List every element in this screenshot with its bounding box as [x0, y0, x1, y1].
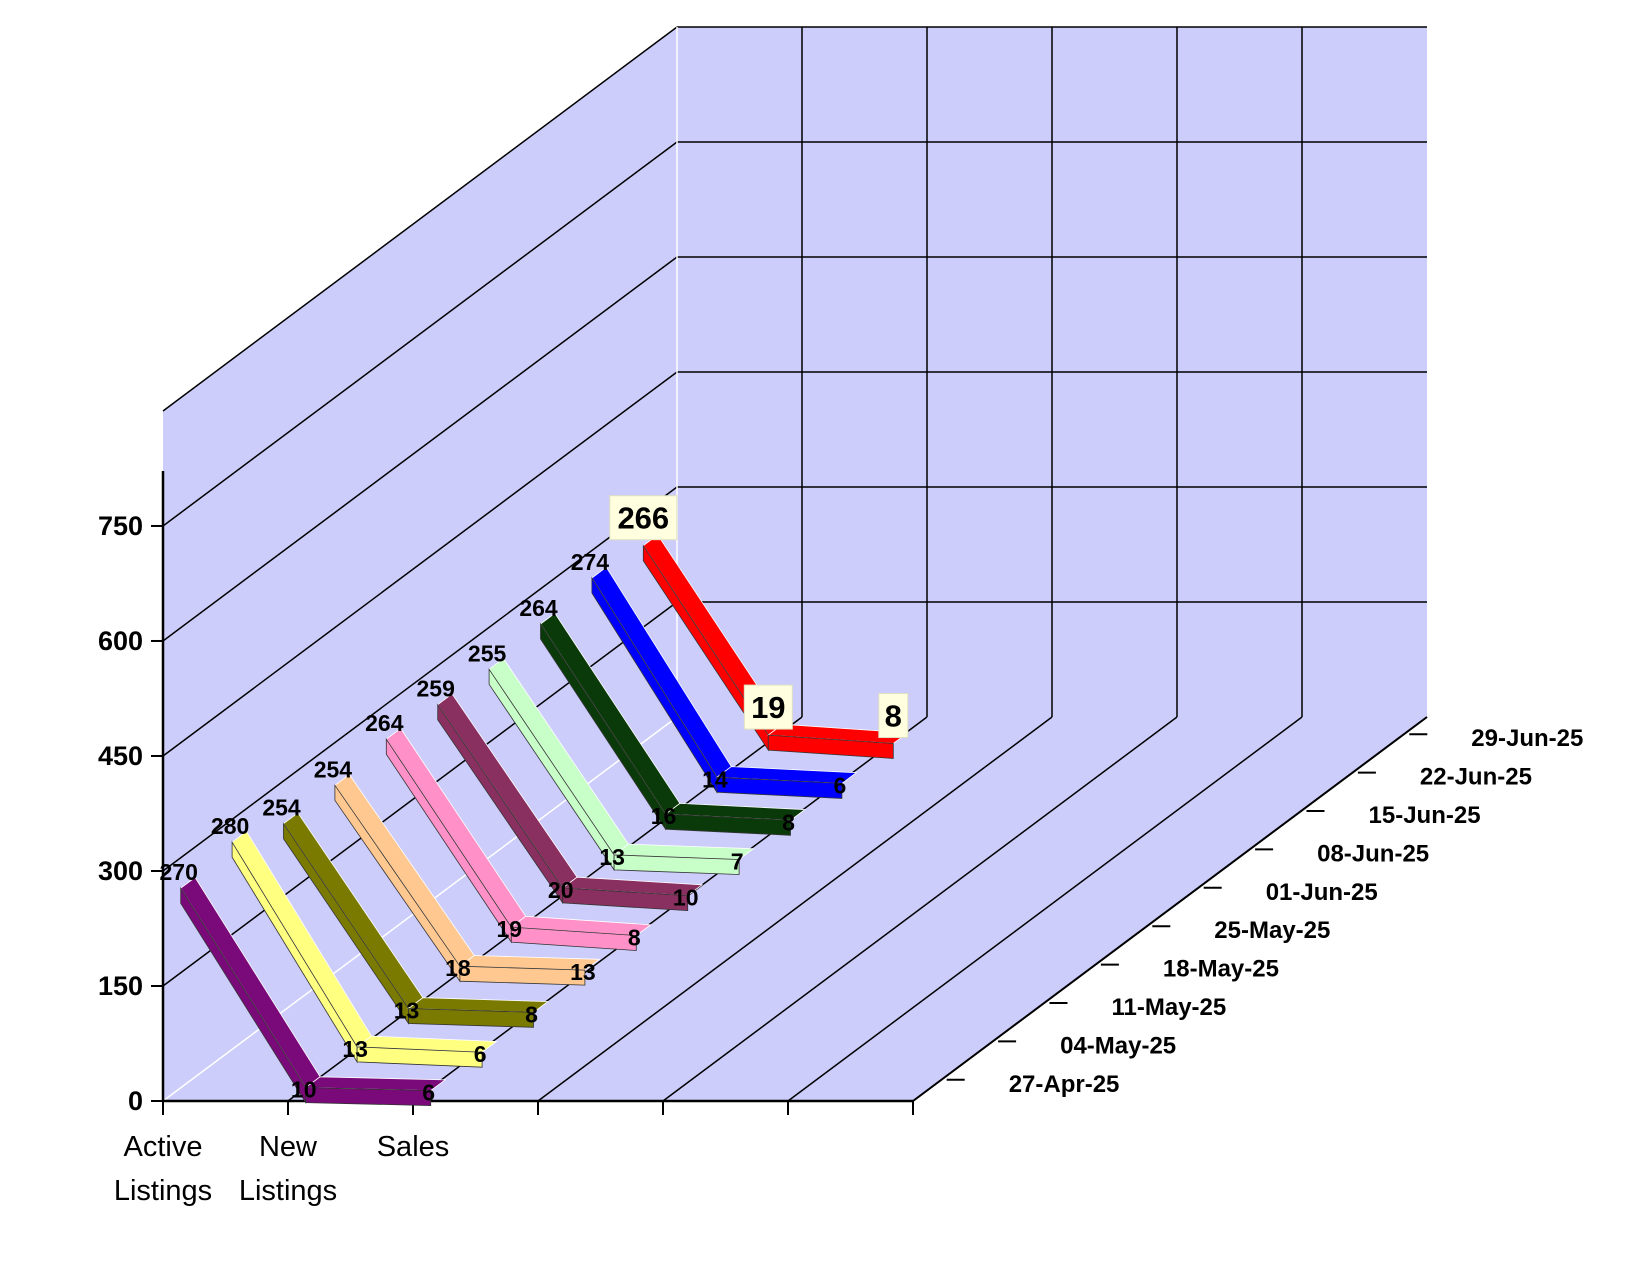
ribbon-front — [665, 813, 791, 836]
data-label: 6 — [834, 772, 847, 798]
data-label-box — [609, 495, 678, 541]
y-tick-label: 450 — [98, 741, 143, 771]
ribbon-front — [716, 776, 843, 799]
series-ribbon — [591, 566, 858, 799]
series-ribbon — [385, 727, 652, 951]
ribbon-front — [767, 734, 894, 759]
data-label: 19 — [497, 916, 523, 942]
ribbon-front — [459, 965, 586, 986]
data-label: 20 — [548, 877, 574, 903]
y-tick-label: 0 — [128, 1086, 143, 1116]
data-label-box — [743, 684, 793, 730]
series-ribbon — [282, 812, 550, 1028]
y-tick-label: 750 — [98, 511, 143, 541]
ribbon-front — [356, 1046, 483, 1068]
depth-tick-label: 18-May-25 — [1163, 956, 1279, 983]
floor-gridline — [787, 716, 1303, 1102]
series-ribbon — [539, 612, 807, 836]
data-label: 10 — [673, 885, 699, 911]
data-label: 14 — [702, 766, 728, 792]
data-label: 259 — [417, 676, 455, 702]
data-label: 13 — [599, 844, 625, 870]
ribbon-front — [613, 854, 740, 875]
data-label: 8 — [885, 699, 902, 734]
series-ribbon — [180, 876, 447, 1107]
data-label: 7 — [731, 848, 744, 874]
data-label: 16 — [651, 803, 677, 829]
left-wall-gridline — [162, 486, 678, 872]
data-label: 6 — [474, 1041, 487, 1067]
ribbon-front — [562, 887, 689, 912]
depth-tick-label: 08-Jun-25 — [1317, 840, 1429, 867]
series-ribbon — [488, 658, 755, 875]
data-label: 255 — [468, 640, 507, 666]
chart-axes: 0 150 300 450 600 750 — [98, 470, 1428, 1116]
y-tick-label: 300 — [98, 856, 143, 886]
depth-tick-label: 01-Jun-25 — [1266, 879, 1378, 906]
chart-series — [180, 534, 909, 1107]
y-tick-label: 600 — [98, 626, 143, 656]
ribbon-front — [305, 1087, 432, 1107]
data-label: 270 — [160, 859, 198, 885]
series-ribbon — [334, 773, 601, 986]
data-label: 18 — [445, 955, 471, 981]
depth-tick-label: 29-Jun-25 — [1471, 725, 1583, 752]
y-tick-label: 150 — [98, 971, 143, 1001]
chart-labels: Active Listings New Listings Sales 27-Apr-25 0… — [114, 495, 1583, 1207]
left-wall-gridline — [162, 256, 678, 642]
depth-tick-label: 22-Jun-25 — [1420, 764, 1532, 791]
data-label: 19 — [751, 690, 785, 725]
data-label: 264 — [519, 595, 558, 621]
data-label: 10 — [291, 1077, 317, 1103]
data-label: 8 — [525, 1001, 538, 1027]
data-label: 274 — [571, 549, 610, 575]
depth-tick-label: 11-May-25 — [1112, 994, 1227, 1021]
x-tick-label: New Listings — [239, 1131, 337, 1207]
data-label: 13 — [394, 997, 420, 1023]
ribbon-front — [510, 926, 637, 951]
floor-gridline — [662, 716, 1178, 1102]
floor-gridline — [537, 716, 1053, 1102]
data-label: 264 — [365, 710, 404, 736]
depth-tick-label: 15-Jun-25 — [1369, 802, 1481, 829]
x-tick-label: Active Listings — [114, 1131, 212, 1207]
series-ribbon — [437, 693, 704, 912]
x-tick-label: Sales — [377, 1131, 450, 1163]
data-label: 254 — [262, 795, 301, 821]
left-wall-gridline — [162, 141, 678, 527]
data-label: 8 — [628, 925, 641, 951]
series-ribbon — [231, 830, 498, 1068]
ribbon-front — [408, 1008, 534, 1028]
data-label: 8 — [782, 809, 795, 835]
depth-axis-line — [912, 716, 1428, 1102]
depth-tick-label: 04-May-25 — [1060, 1032, 1176, 1059]
left-wall-gridline — [162, 26, 678, 412]
data-label: 280 — [211, 813, 249, 839]
left-wall-gridline — [162, 371, 678, 757]
depth-tick-label: 27-Apr-25 — [1009, 1071, 1120, 1098]
data-label: 266 — [617, 501, 669, 536]
depth-tick-label: 25-May-25 — [1214, 917, 1330, 944]
data-label: 6 — [422, 1080, 435, 1106]
data-label: 254 — [314, 756, 353, 782]
data-label: 13 — [342, 1036, 368, 1062]
data-label-box — [878, 693, 909, 739]
data-label: 13 — [570, 959, 596, 985]
